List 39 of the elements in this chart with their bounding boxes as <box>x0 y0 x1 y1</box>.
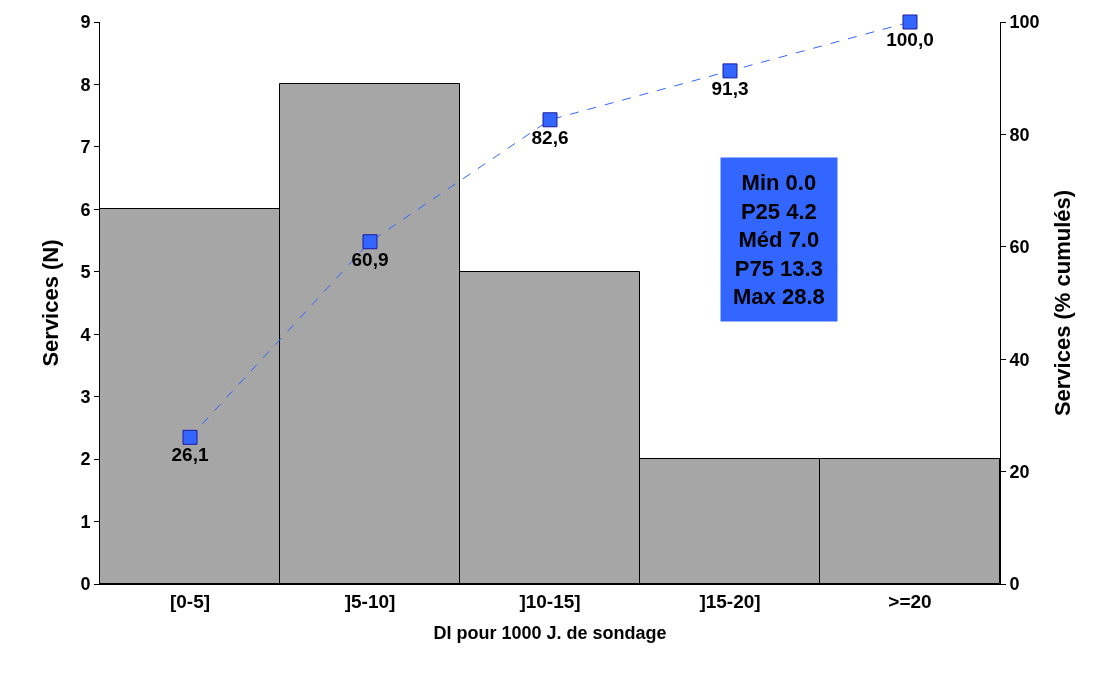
annotation: Méd 7.0 <box>738 227 820 253</box>
annotation: P75 13.3 <box>734 255 823 281</box>
annotation: P25 4.2 <box>740 198 817 224</box>
y-tick-label: 3 <box>80 386 91 407</box>
data-label: 82,6 <box>531 126 569 148</box>
point <box>542 112 558 128</box>
y-tick-label: 7 <box>80 137 91 158</box>
x-tick-label: ]10-15] <box>519 590 581 612</box>
y-tick-label: 8 <box>80 74 91 95</box>
point <box>722 63 738 79</box>
annotation: Min 0.0 <box>741 170 817 195</box>
annotation: Max 28.8 <box>733 284 825 310</box>
data-label: 60,9 <box>351 248 389 270</box>
point <box>362 234 378 250</box>
data-label: 100,0 <box>886 29 934 50</box>
y2-tick-label: 80 <box>1009 124 1030 145</box>
x-tick-label: ]5-10] <box>344 590 396 612</box>
data-label: 91,3 <box>711 77 749 99</box>
y2-tick-label: 20 <box>1009 461 1030 482</box>
y-tick-label: 2 <box>80 449 91 470</box>
y2-axis-title: Services (% cumulés) <box>1049 189 1075 417</box>
y-tick-label: 1 <box>80 511 91 532</box>
y-axis-title: Services (N) <box>38 239 64 367</box>
y2-tick-label: 100 <box>1009 12 1040 33</box>
y-tick-label: 5 <box>80 262 91 283</box>
x-tick-label: >=20 <box>888 590 932 612</box>
y2-tick-label: 0 <box>1009 574 1020 595</box>
x-tick-label: ]15-20] <box>699 590 761 612</box>
x-axis-title: DI pour 1000 J. de sondage <box>433 622 667 643</box>
y-tick-label: 4 <box>80 324 91 345</box>
y2-tick-label: 60 <box>1009 237 1030 258</box>
x-tick-label: [0-5] <box>169 590 211 612</box>
point <box>902 14 918 30</box>
y-tick-label: 9 <box>80 12 91 33</box>
data-label: 26,1 <box>171 444 209 466</box>
point <box>182 429 198 445</box>
y-tick-label: 6 <box>80 199 91 220</box>
y-tick-label: 0 <box>80 574 91 595</box>
y2-tick-label: 40 <box>1009 349 1030 370</box>
